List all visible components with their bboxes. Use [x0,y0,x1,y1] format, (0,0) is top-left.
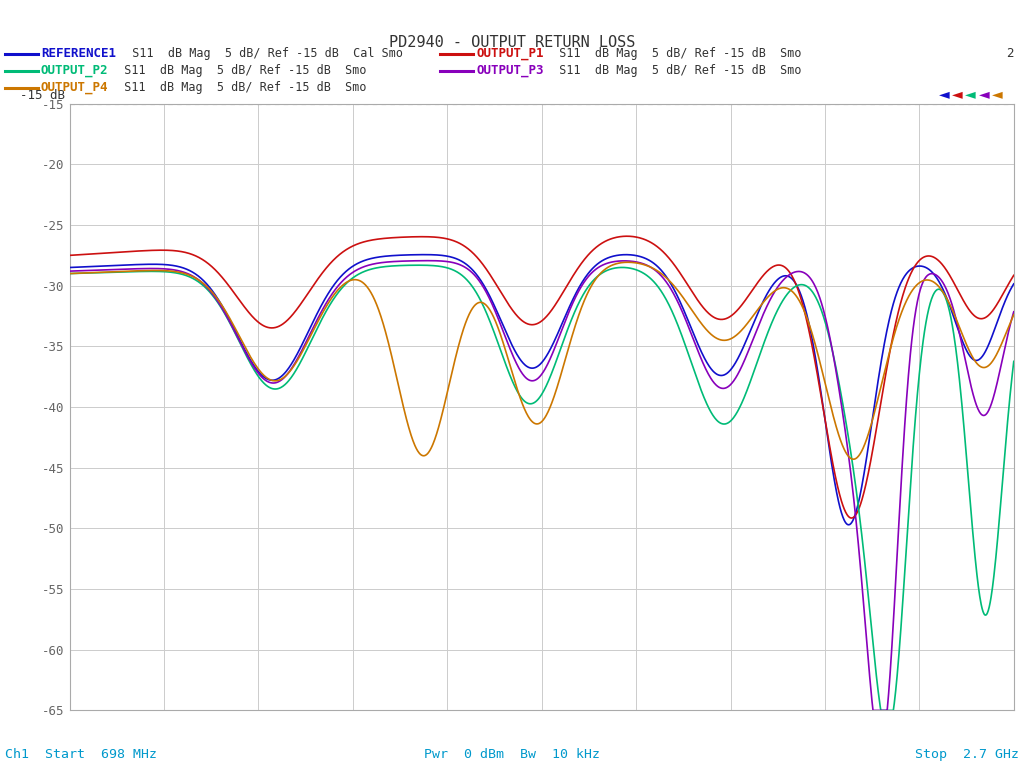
Text: ◄: ◄ [992,88,1002,101]
Text: Stop  2.7 GHz: Stop 2.7 GHz [914,748,1019,760]
Text: S11  dB Mag  5 dB/ Ref -15 dB  Smo: S11 dB Mag 5 dB/ Ref -15 dB Smo [111,81,367,94]
Text: Ch1  Start  698 MHz: Ch1 Start 698 MHz [5,748,157,760]
Text: S11  dB Mag  5 dB/ Ref -15 dB  Smo: S11 dB Mag 5 dB/ Ref -15 dB Smo [545,48,802,60]
Text: ◄: ◄ [952,88,963,101]
Text: S11  dB Mag  5 dB/ Ref -15 dB  Smo: S11 dB Mag 5 dB/ Ref -15 dB Smo [111,65,367,77]
Text: ◄: ◄ [979,88,989,101]
Text: ◄: ◄ [939,88,949,101]
Text: OUTPUT_P4: OUTPUT_P4 [41,81,109,94]
Text: REFERENCE1: REFERENCE1 [41,48,116,60]
Text: S11  dB Mag  5 dB/ Ref -15 dB  Cal Smo: S11 dB Mag 5 dB/ Ref -15 dB Cal Smo [118,48,402,60]
Text: S11  dB Mag  5 dB/ Ref -15 dB  Smo: S11 dB Mag 5 dB/ Ref -15 dB Smo [545,65,802,77]
Text: PD2940 - OUTPUT RETURN LOSS: PD2940 - OUTPUT RETURN LOSS [389,35,635,50]
Text: OUTPUT_P2: OUTPUT_P2 [41,65,109,77]
Text: ◄: ◄ [966,88,976,101]
Text: 2: 2 [1007,48,1014,60]
Text: -15 dB: -15 dB [19,89,65,102]
Text: OUTPUT_P1: OUTPUT_P1 [476,48,544,60]
Text: Pwr  0 dBm  Bw  10 kHz: Pwr 0 dBm Bw 10 kHz [424,748,600,760]
Text: OUTPUT_P3: OUTPUT_P3 [476,65,544,77]
